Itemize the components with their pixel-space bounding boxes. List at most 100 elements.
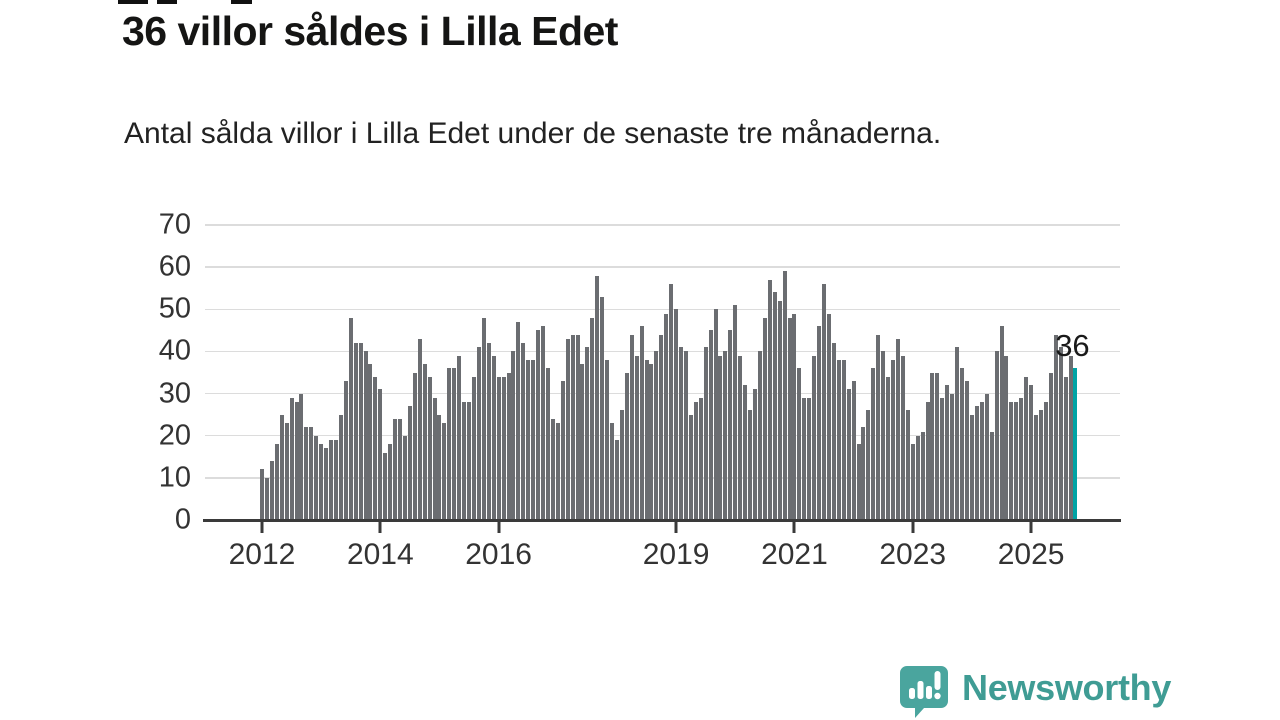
bar — [905, 410, 910, 520]
bar — [915, 435, 920, 520]
bar — [575, 334, 580, 520]
bar — [1053, 334, 1058, 520]
y-tick-label: 10 — [158, 461, 191, 494]
bar — [506, 372, 511, 520]
bar — [945, 385, 950, 520]
bar — [772, 292, 777, 520]
top-edge-artifact — [157, 0, 177, 4]
bar — [935, 372, 940, 520]
bar — [683, 351, 688, 520]
bar — [343, 380, 348, 520]
bar — [718, 355, 723, 520]
bar — [955, 347, 960, 520]
bar — [560, 380, 565, 520]
y-tick-label: 0 — [174, 503, 191, 536]
bar — [338, 414, 343, 520]
bar — [895, 338, 900, 520]
bar — [610, 423, 615, 520]
bar — [836, 359, 841, 520]
brand-name: Newsworthy — [962, 666, 1172, 708]
bar — [974, 406, 979, 520]
bar — [802, 397, 807, 520]
bar — [743, 385, 748, 520]
bar — [654, 351, 659, 520]
bar — [748, 410, 753, 520]
y-tick-label: 70 — [158, 208, 191, 241]
bar — [363, 351, 368, 520]
bar — [407, 406, 412, 520]
bar — [708, 330, 713, 520]
bar — [1058, 347, 1063, 520]
bar — [738, 355, 743, 520]
bar — [304, 427, 309, 520]
bar — [486, 343, 491, 520]
bar — [432, 397, 437, 520]
bar — [831, 343, 836, 520]
x-tick-mark — [674, 521, 678, 533]
bar — [624, 372, 629, 520]
bar — [570, 334, 575, 520]
bar — [876, 334, 881, 520]
bar — [639, 326, 644, 520]
bar — [462, 402, 467, 520]
x-tick-label: 2014 — [346, 538, 414, 571]
last-value-label: 36 — [1055, 328, 1090, 364]
y-tick-label: 60 — [158, 250, 191, 283]
bar — [920, 431, 925, 520]
bar — [284, 423, 289, 520]
bar — [260, 469, 264, 520]
bar — [851, 380, 856, 520]
x-tick-mark — [792, 521, 796, 533]
gridline — [205, 308, 1120, 311]
bar — [989, 431, 994, 520]
bar — [1048, 372, 1053, 520]
bar — [531, 359, 536, 520]
bar — [674, 309, 679, 520]
bar — [846, 389, 851, 520]
bar — [886, 376, 891, 520]
bar — [1034, 414, 1038, 520]
bar — [274, 444, 279, 520]
bar — [1029, 385, 1034, 520]
bar — [866, 410, 871, 520]
highlighted-bar — [1073, 368, 1078, 520]
bar — [1038, 410, 1043, 520]
x-tick-label: 2016 — [465, 538, 532, 571]
bar — [353, 343, 358, 520]
bar — [545, 368, 550, 520]
bar — [402, 435, 407, 520]
bar — [467, 402, 472, 520]
bar — [826, 313, 831, 520]
bar — [541, 326, 545, 520]
gridline — [205, 266, 1120, 268]
bar — [757, 351, 762, 520]
bar — [393, 418, 398, 520]
bar — [1043, 402, 1048, 520]
bar — [437, 414, 442, 520]
bar — [979, 402, 984, 520]
bar — [891, 359, 896, 520]
bar — [427, 376, 432, 520]
bar — [1024, 376, 1029, 520]
bar — [659, 334, 664, 520]
bar — [309, 427, 314, 520]
x-tick-mark — [497, 521, 501, 533]
bar — [822, 284, 827, 520]
bar — [940, 397, 945, 520]
bar — [1009, 402, 1014, 520]
bar — [471, 376, 476, 520]
bar — [688, 414, 693, 520]
bar — [964, 380, 969, 520]
bar — [999, 326, 1004, 520]
bar — [797, 368, 802, 520]
bar — [600, 296, 605, 520]
bar — [728, 330, 733, 520]
bar — [723, 351, 728, 520]
bar-chart: 0 10 20 30 40 50 60 70 2012 2014 2016 2019 2021 2023… — [159, 209, 1121, 571]
bar — [511, 351, 516, 520]
bar — [679, 347, 684, 520]
bar — [555, 423, 560, 520]
bar — [269, 461, 274, 520]
bar — [595, 275, 600, 520]
